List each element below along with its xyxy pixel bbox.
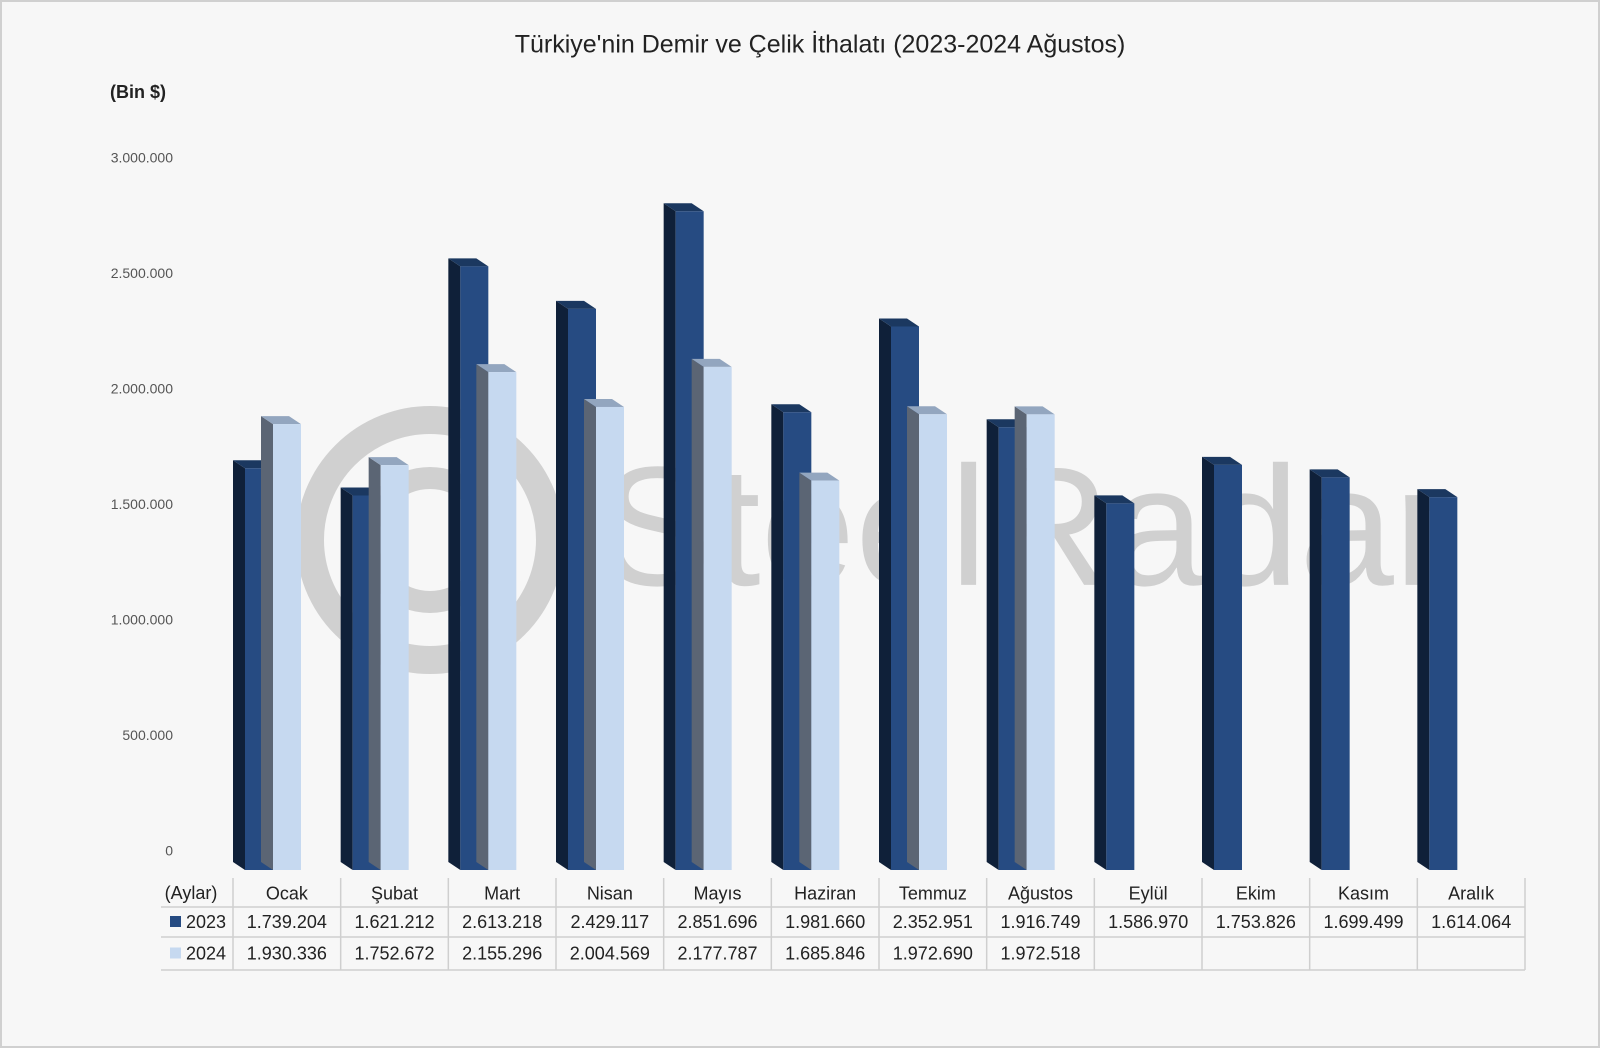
bar xyxy=(919,414,947,870)
bar-top xyxy=(1202,456,1242,465)
bar-top xyxy=(691,358,732,367)
table-value: 1.972.690 xyxy=(893,943,973,963)
bar xyxy=(596,406,624,870)
bar-top xyxy=(1417,489,1458,498)
bar-top xyxy=(663,203,704,212)
table-value: 1.586.970 xyxy=(1108,912,1188,932)
table-value: 2.429.117 xyxy=(570,912,649,932)
table-value: 2.155.296 xyxy=(462,943,542,963)
y-tick-label: 1.500.000 xyxy=(111,496,173,512)
bar-top xyxy=(368,457,409,466)
bar-top xyxy=(1094,495,1135,504)
legend-label: 2024 xyxy=(186,943,226,963)
y-tick-label: 500.000 xyxy=(122,727,173,743)
table-value: 1.981.660 xyxy=(785,912,865,932)
x-tick-label: Aralık xyxy=(1448,883,1495,903)
table-value: 2.177.787 xyxy=(677,943,757,963)
bar-top xyxy=(261,416,301,425)
bar-side xyxy=(691,358,704,870)
x-tick-label: Ağustos xyxy=(1008,883,1073,903)
bar-top xyxy=(771,404,812,413)
bar-top xyxy=(1014,406,1055,415)
table-value: 1.916.749 xyxy=(1000,912,1080,932)
bar xyxy=(1214,464,1242,870)
table-value: 2.851.696 xyxy=(677,912,757,932)
table-value: 1.752.672 xyxy=(354,943,434,963)
bar-side xyxy=(340,487,353,870)
x-tick-label: Şubat xyxy=(371,883,418,903)
legend-swatch xyxy=(170,947,181,959)
bar-side xyxy=(1309,469,1322,870)
bar-side xyxy=(1417,489,1430,870)
x-tick-label: Mayıs xyxy=(693,883,741,903)
bar-top xyxy=(476,364,517,373)
table-value: 1.972.518 xyxy=(1000,943,1080,963)
x-tick-label: Ekim xyxy=(1236,883,1276,903)
y-tick-label: 1.000.000 xyxy=(111,612,173,628)
x-tick-label: Mart xyxy=(484,883,520,903)
bar-side xyxy=(799,472,812,870)
y-tick-label: 2.500.000 xyxy=(111,265,173,281)
table-value: 1.614.064 xyxy=(1431,912,1511,932)
bar-top xyxy=(799,472,840,481)
x-tick-label: Kasım xyxy=(1338,883,1389,903)
bar xyxy=(273,424,301,870)
bar-top xyxy=(879,318,919,327)
bar-top xyxy=(448,258,489,267)
bar xyxy=(703,366,732,870)
bar-top xyxy=(907,406,947,415)
bar-side xyxy=(907,406,919,870)
table-value: 1.739.204 xyxy=(247,912,327,932)
bar xyxy=(380,465,409,870)
bar-top xyxy=(584,398,624,407)
y-axis-label: (Bin $) xyxy=(110,82,166,102)
table-value: 1.685.846 xyxy=(785,943,865,963)
x-tick-label: Nisan xyxy=(587,883,633,903)
x-tick-label: Eylül xyxy=(1129,883,1168,903)
y-tick-label: 2.000.000 xyxy=(111,381,173,397)
bar-side xyxy=(448,258,461,870)
table-value: 2.004.569 xyxy=(570,943,650,963)
bar xyxy=(1106,503,1135,870)
bar-side xyxy=(771,404,784,870)
bar xyxy=(811,480,840,870)
bar-side xyxy=(584,398,596,870)
bar-side xyxy=(233,460,245,870)
bar xyxy=(1429,497,1458,870)
x-axis-label: (Aylar) xyxy=(165,883,218,903)
bar-side xyxy=(261,416,273,870)
chart-title: Türkiye'nin Demir ve Çelik İthalatı (202… xyxy=(515,30,1126,59)
bar-side xyxy=(879,318,891,870)
bar-side xyxy=(1094,495,1107,870)
legend-label: 2023 xyxy=(186,912,226,932)
bar-side xyxy=(556,300,568,870)
bar-side xyxy=(1014,406,1027,870)
y-tick-label: 3.000.000 xyxy=(111,150,173,166)
legend-swatch xyxy=(170,916,181,927)
table-value: 1.930.336 xyxy=(247,943,327,963)
bar-side xyxy=(1202,456,1214,870)
table-value: 1.621.212 xyxy=(354,912,434,932)
bar-top xyxy=(1309,469,1350,478)
bar xyxy=(1026,414,1055,870)
bar-side xyxy=(476,364,489,870)
y-tick-label: 0 xyxy=(165,843,173,859)
table-value: 1.699.499 xyxy=(1323,912,1403,932)
bar-side xyxy=(368,457,381,870)
bar xyxy=(488,372,517,870)
x-tick-label: Temmuz xyxy=(899,883,967,903)
table-value: 2.613.218 xyxy=(462,912,542,932)
bar-side xyxy=(663,203,676,870)
x-tick-label: Ocak xyxy=(266,883,309,903)
x-tick-label: Haziran xyxy=(794,883,856,903)
bar-side xyxy=(986,419,999,870)
table-value: 2.352.951 xyxy=(893,912,973,932)
table-value: 1.753.826 xyxy=(1216,912,1296,932)
bar-top xyxy=(556,300,596,309)
bar xyxy=(1321,477,1350,870)
